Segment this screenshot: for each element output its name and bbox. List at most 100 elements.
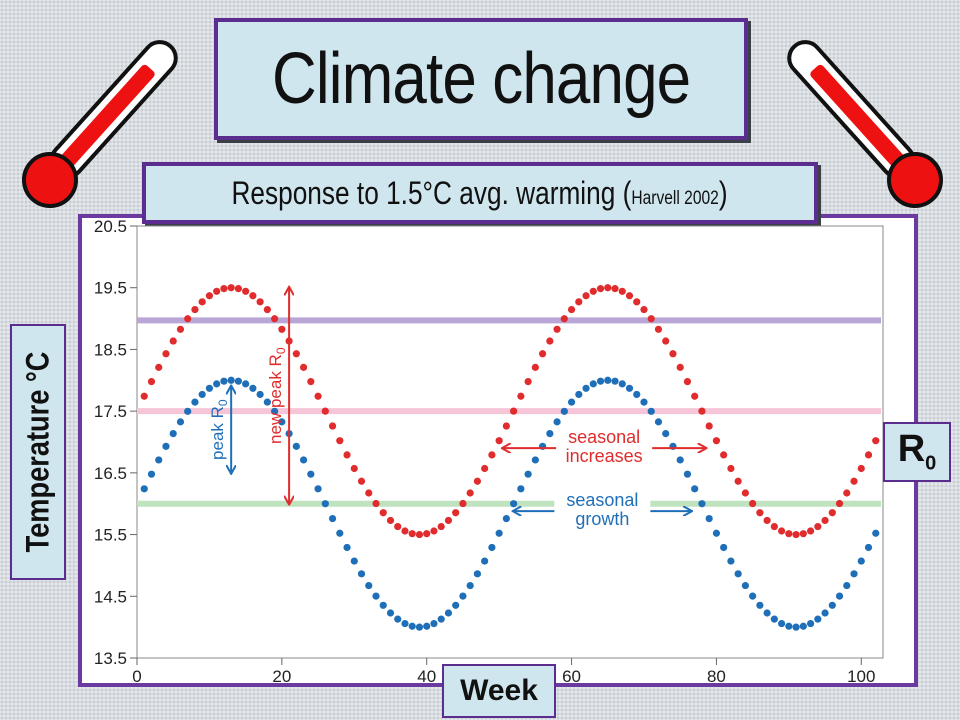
annotation-label-bg xyxy=(556,426,653,471)
data-point-warmed xyxy=(596,285,605,293)
data-point-baseline xyxy=(147,470,156,478)
r0-label-main: R xyxy=(897,428,926,471)
data-point-warmed xyxy=(843,489,851,497)
data-point-baseline xyxy=(227,376,235,384)
data-point-warmed xyxy=(763,516,771,525)
data-point-warmed xyxy=(669,350,677,358)
data-point-warmed xyxy=(155,363,163,371)
data-point-baseline xyxy=(625,384,634,392)
data-point-warmed xyxy=(278,325,286,333)
data-point-baseline xyxy=(814,615,822,623)
data-point-baseline xyxy=(307,470,315,478)
data-point-warmed xyxy=(372,499,380,508)
data-point-baseline xyxy=(698,500,706,508)
data-point-warmed xyxy=(147,378,156,386)
data-point-warmed xyxy=(495,437,503,445)
data-point-baseline xyxy=(756,601,764,609)
data-point-baseline xyxy=(640,398,648,406)
data-point-baseline xyxy=(379,601,387,609)
data-point-baseline xyxy=(546,429,554,438)
data-point-baseline xyxy=(734,570,742,578)
data-point-baseline xyxy=(691,485,699,493)
data-point-baseline xyxy=(763,609,771,617)
data-point-warmed xyxy=(205,292,214,300)
data-point-baseline xyxy=(191,398,199,406)
data-point-baseline xyxy=(720,543,728,552)
data-point-warmed xyxy=(227,284,235,292)
subtitle-citation: Harvell 2002 xyxy=(631,187,720,209)
data-point-warmed xyxy=(394,522,402,531)
page-title: Climate change xyxy=(271,39,691,119)
data-point-warmed xyxy=(466,489,474,497)
data-point-baseline xyxy=(198,390,206,399)
data-point-warmed xyxy=(691,392,699,400)
data-point-baseline xyxy=(401,619,409,628)
data-point-warmed xyxy=(828,509,836,517)
data-point-warmed xyxy=(473,477,482,485)
data-point-warmed xyxy=(727,464,735,473)
data-point-baseline xyxy=(741,581,749,590)
data-point-warmed xyxy=(249,292,257,300)
x-tick-label: 40 xyxy=(417,667,436,686)
data-point-warmed xyxy=(814,522,822,531)
data-point-warmed xyxy=(611,285,619,293)
data-point-baseline xyxy=(365,581,373,590)
data-point-baseline xyxy=(394,615,402,623)
data-point-warmed xyxy=(792,530,800,539)
data-point-baseline xyxy=(828,601,836,609)
data-point-baseline xyxy=(350,557,358,565)
data-point-baseline xyxy=(502,514,510,523)
data-point-warmed xyxy=(481,464,489,473)
x-axis-label: Week xyxy=(460,674,538,707)
data-point-baseline xyxy=(770,615,778,623)
data-point-baseline xyxy=(321,500,329,508)
data-point-baseline xyxy=(292,442,300,450)
data-point-baseline xyxy=(140,485,148,493)
data-point-baseline xyxy=(466,581,474,590)
data-point-warmed xyxy=(191,305,199,314)
data-point-baseline xyxy=(633,390,641,399)
data-point-warmed xyxy=(437,522,445,531)
data-point-warmed xyxy=(336,437,344,445)
data-point-baseline xyxy=(386,609,395,617)
data-point-baseline xyxy=(778,619,786,628)
data-point-warmed xyxy=(835,499,844,508)
data-point-warmed xyxy=(256,298,264,306)
annotation-label-peak: peak R0 xyxy=(208,399,230,460)
data-point-warmed xyxy=(582,292,590,300)
data-point-baseline xyxy=(213,380,221,388)
data-point-baseline xyxy=(705,514,713,523)
y-tick-label: 13.5 xyxy=(94,649,127,668)
y-tick-label: 16.5 xyxy=(94,464,127,483)
data-point-warmed xyxy=(633,298,641,306)
data-point-warmed xyxy=(705,422,713,430)
y-tick-label: 19.5 xyxy=(94,279,127,298)
data-point-warmed xyxy=(299,363,308,371)
data-point-baseline xyxy=(372,592,380,600)
data-point-warmed xyxy=(343,451,351,459)
plot-area xyxy=(136,225,884,659)
data-point-warmed xyxy=(379,509,387,517)
data-point-warmed xyxy=(350,464,358,473)
data-point-warmed xyxy=(647,315,655,323)
data-point-warmed xyxy=(242,287,250,295)
data-point-baseline xyxy=(176,418,185,426)
data-point-warmed xyxy=(234,285,242,293)
data-point-baseline xyxy=(408,622,416,630)
data-point-baseline xyxy=(423,622,431,630)
x-tick-label: 20 xyxy=(272,667,291,686)
x-tick-label: 60 xyxy=(562,667,581,686)
chart-subtitle: Response to 1.5°C avg. warming (Harvell … xyxy=(232,175,728,212)
data-point-baseline xyxy=(510,500,518,508)
x-tick-label: 100 xyxy=(847,667,875,686)
data-point-warmed xyxy=(698,407,706,415)
data-point-warmed xyxy=(553,325,561,333)
subtitle-main: Response to 1.5°C avg. warming ( xyxy=(231,174,632,211)
data-point-warmed xyxy=(198,298,206,306)
data-point-baseline xyxy=(806,619,815,628)
data-point-baseline xyxy=(857,557,865,565)
data-point-warmed xyxy=(184,315,192,323)
data-point-warmed xyxy=(365,489,373,497)
data-point-warmed xyxy=(357,477,366,485)
data-point-baseline xyxy=(604,376,612,384)
